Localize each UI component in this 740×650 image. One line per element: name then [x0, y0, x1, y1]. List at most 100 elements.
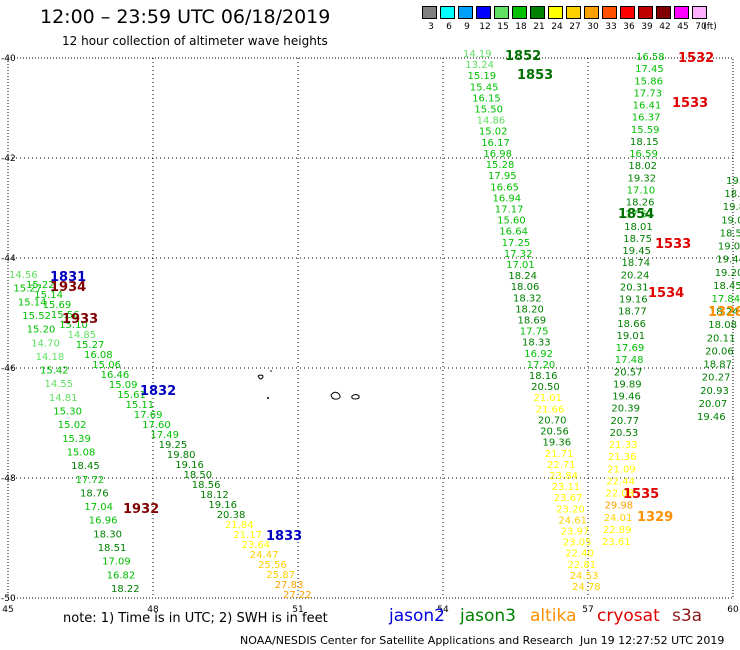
wave-height-label: 18.50: [184, 470, 213, 481]
pass-time-label: 1534: [648, 286, 684, 301]
wave-height-label: 20.06: [705, 346, 734, 357]
wave-height-label: 17.49: [150, 430, 179, 441]
colorbar-label: 24: [551, 22, 563, 32]
wave-height-label: 15.14: [34, 290, 63, 301]
map-frame: [7, 57, 734, 599]
colorbar-label: 18: [515, 22, 527, 32]
wave-height-label: 23.67: [554, 493, 583, 504]
wave-height-label: 18.77: [618, 307, 647, 318]
wave-height-label: 21.17: [233, 530, 262, 541]
x-tick-label: 45: [2, 605, 13, 615]
wave-height-label: 16.96: [89, 516, 118, 527]
wave-height-label: 23.20: [556, 504, 585, 515]
pass-time-label: 1854: [618, 207, 654, 222]
wave-height-label: 21.66: [536, 404, 565, 415]
wave-height-label: 20.53: [610, 428, 639, 439]
colorbar-label: 9: [464, 22, 470, 32]
colorbar-label: 21: [533, 22, 545, 32]
wave-height-label: 18.45: [71, 461, 100, 472]
wave-height-label: 20.57: [614, 367, 643, 378]
legend-item-jason3: jason3: [460, 606, 516, 626]
wave-height-label: 15.30: [53, 407, 82, 418]
pass-time-label: 1535: [623, 487, 659, 502]
wave-height-label: 17.95: [488, 171, 517, 182]
wave-height-label: 18.16: [529, 371, 558, 382]
wave-height-label: 24.78: [572, 582, 601, 593]
island-shape: [330, 391, 341, 400]
wave-height-label: 17.04: [84, 502, 113, 513]
wave-height-label: 19.16: [175, 460, 204, 471]
wave-height-label: 15.09: [109, 380, 138, 391]
wave-height-label: 18.66: [617, 319, 646, 330]
wave-height-label: 17.17: [495, 205, 524, 216]
wave-height-label: 15.02: [58, 420, 87, 431]
island-dot: [267, 397, 269, 399]
wave-height-label: 15.42: [40, 366, 69, 377]
wave-height-label: 15.06: [92, 360, 121, 371]
x-tick-label: 57: [582, 605, 593, 615]
wave-height-label: 22.81: [568, 560, 597, 571]
wave-height-label: 20.31: [620, 282, 649, 293]
wave-height-label: 19.25: [159, 440, 188, 451]
wave-height-label: 14.19: [463, 49, 492, 60]
wave-height-label: 24.47: [250, 550, 279, 561]
wave-height-label: 18.76: [80, 488, 109, 499]
page-subtitle: 12 hour collection of altimeter wave hei…: [62, 34, 328, 48]
x-tick-label: 60: [727, 605, 739, 615]
wave-height-label: 19.89: [613, 379, 642, 390]
wave-height-label: 18.02: [628, 161, 657, 172]
wave-height-label: 17.01: [506, 260, 535, 271]
wave-height-label: 17.75: [520, 327, 549, 338]
wave-height-label: 19.42: [726, 176, 740, 187]
pass-time-label: 1831: [50, 270, 86, 285]
wave-height-label: 17.84: [712, 294, 740, 305]
wave-height-label: 29.98: [605, 501, 634, 512]
wave-height-label: 15.11: [126, 400, 155, 411]
colorbar-label: 6: [446, 22, 452, 32]
colorbar-label: 30: [587, 22, 599, 32]
wave-height-label: 15.19: [468, 71, 497, 82]
wave-height-label: 18.9: [724, 189, 740, 200]
wave-height-label: 15.52: [22, 311, 51, 322]
y-tick-label: -50: [1, 594, 16, 604]
wave-height-label: 19.16: [208, 500, 237, 511]
colorbar-label: 3: [428, 22, 434, 32]
wave-height-label: 19.44: [716, 255, 740, 266]
wave-height-label: 15.14: [18, 297, 47, 308]
colorbar-swatch: [458, 6, 473, 19]
wave-height-label: 23.64: [242, 540, 271, 551]
y-tick-label: -44: [1, 254, 16, 264]
pass-time-label: 1832: [140, 384, 176, 399]
wave-height-label: 20.93: [700, 386, 729, 397]
wave-height-label: 16.41: [633, 101, 662, 112]
legend-item-s3a: s3a: [672, 606, 703, 626]
wave-height-label: 16.46: [101, 370, 130, 381]
wave-height-label: 17.69: [134, 410, 163, 421]
x-tick-label: 54: [437, 605, 449, 615]
y-tick-label: -48: [1, 474, 16, 484]
wave-height-label: 25.56: [258, 560, 287, 571]
wave-height-label: 19.80: [167, 450, 196, 461]
legend-item-cryosat: cryosat: [597, 606, 660, 626]
wave-height-label: 18.55: [720, 228, 740, 239]
colorbar-label: 42: [659, 22, 671, 32]
wave-height-label: 23.11: [552, 482, 581, 493]
colorbar-swatch: [674, 6, 689, 19]
wave-height-label: 27.22: [283, 590, 312, 601]
wave-height-label: 16.64: [499, 227, 528, 238]
wave-height-label: 18.24: [508, 271, 537, 282]
wave-height-label: 17.51: [625, 210, 654, 221]
wave-height-label: 15.27: [13, 284, 42, 295]
colorbar-swatch: [476, 6, 491, 19]
wave-height-label: 15.27: [76, 340, 105, 351]
wave-height-label: 15.22: [26, 280, 55, 291]
wave-height-label: 15.20: [27, 325, 56, 336]
wave-height-label: 16.65: [490, 182, 519, 193]
wave-height-label: 17.48: [615, 355, 644, 366]
wave-height-label: 22.44: [606, 476, 635, 487]
island-shape: [351, 394, 360, 400]
wave-height-label: 17.69: [616, 343, 645, 354]
wave-height-label: 14.86: [477, 116, 506, 127]
